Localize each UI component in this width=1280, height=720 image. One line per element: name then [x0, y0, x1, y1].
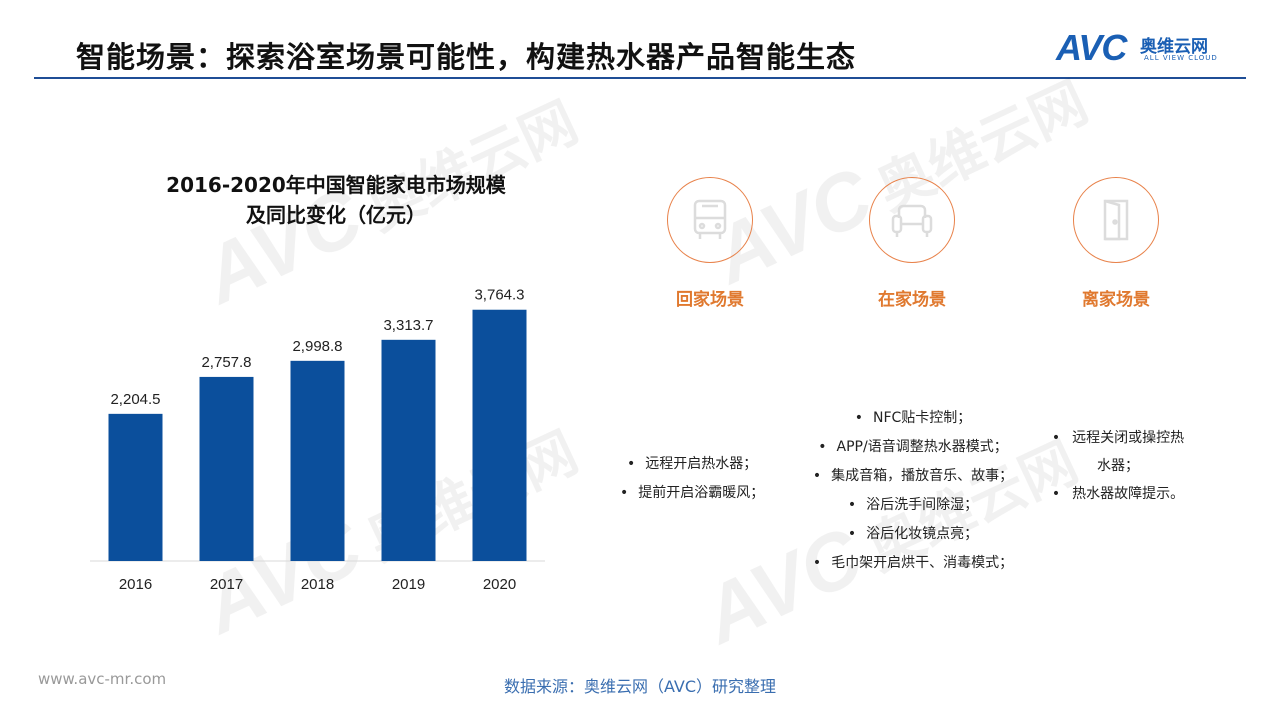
list-item: 提前开启浴霸暖风； — [620, 479, 764, 508]
list-item: 集成音箱，播放音乐、故事； — [808, 462, 1018, 491]
logo-en-text: ALL VIEW CLOUD — [1144, 54, 1218, 62]
bar-2020 — [472, 309, 527, 561]
title-divider — [34, 77, 1246, 79]
scene-leave-home: 离家场景 — [1046, 177, 1186, 310]
bar-2017 — [199, 376, 254, 561]
bar-2018 — [290, 360, 345, 561]
list-item: 浴后化妆镜点亮； — [808, 520, 1018, 549]
x-tick-label: 2016 — [119, 576, 152, 593]
door-icon — [1073, 177, 1159, 263]
sofa-icon — [869, 177, 955, 263]
list-item: 浴后洗手间除湿； — [808, 491, 1018, 520]
list-item: NFC贴卡控制； — [808, 404, 1018, 433]
x-tick-label: 2017 — [210, 576, 243, 593]
data-label: 2,998.8 — [292, 338, 342, 355]
scene-leave-home-list: 远程关闭或操控热水器； 热水器故障提示。 — [1048, 424, 1188, 508]
x-tick-label: 2018 — [301, 576, 334, 593]
bar-2016 — [108, 413, 163, 561]
list-item: 毛巾架开启烘干、消毒模式； — [808, 549, 1018, 578]
scene-label: 在家场景 — [878, 290, 946, 310]
x-tick-label: 2019 — [392, 576, 425, 593]
logo-cn-text: 奥维云网 — [1140, 37, 1208, 57]
chart-title-line1: 2016-2020年中国智能家电市场规模 — [166, 173, 506, 197]
page-title: 智能场景：探索浴室场景可能性，构建热水器产品智能生态 — [76, 40, 857, 74]
bar-chart: 2,204.5 2016 2,757.8 2017 2,998.8 2018 3,313.7… — [90, 287, 545, 593]
data-label: 2,204.5 — [110, 391, 160, 408]
bus-icon — [667, 177, 753, 263]
bar-2019 — [381, 339, 436, 561]
footer-source: 数据来源：奥维云网（AVC）研究整理 — [503, 677, 777, 696]
footer-url: www.avc-mr.com — [38, 670, 167, 688]
scene-home-return: 回家场景 — [640, 177, 780, 310]
scene-home-return-list: 远程开启热水器； 提前开启浴霸暖风； — [620, 450, 764, 508]
x-tick-label: 2020 — [483, 576, 516, 593]
list-item: 热水器故障提示。 — [1048, 480, 1188, 508]
avc-logo: AVC 奥维云网 ALL VIEW CLOUD — [1056, 28, 1246, 68]
scene-label: 离家场景 — [1082, 290, 1150, 310]
scene-label: 回家场景 — [676, 290, 744, 310]
data-label: 3,764.3 — [474, 287, 524, 304]
logo-avc-text: AVC — [1056, 27, 1127, 68]
data-label: 3,313.7 — [383, 317, 433, 334]
chart-title-line2: 及同比变化（亿元） — [246, 203, 426, 227]
scene-at-home-list: NFC贴卡控制； APP/语音调整热水器模式； 集成音箱，播放音乐、故事； 浴后… — [808, 404, 1018, 578]
list-item: APP/语音调整热水器模式； — [808, 433, 1018, 462]
chart-title: 2016-2020年中国智能家电市场规模 及同比变化（亿元） — [96, 170, 576, 230]
data-label: 2,757.8 — [201, 354, 251, 371]
list-item: 远程开启热水器； — [620, 450, 764, 479]
list-item: 远程关闭或操控热水器； — [1048, 424, 1188, 480]
scene-at-home: 在家场景 — [842, 177, 982, 310]
